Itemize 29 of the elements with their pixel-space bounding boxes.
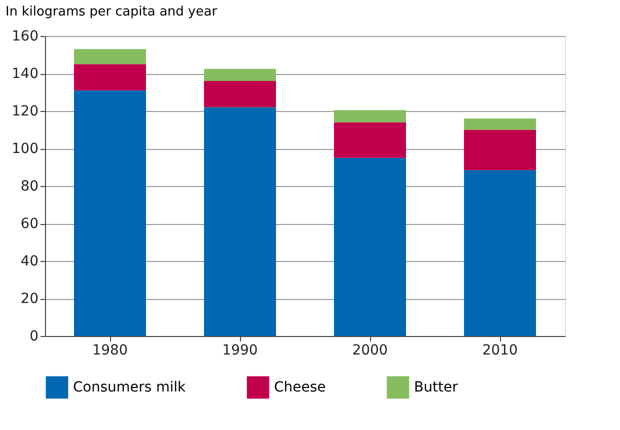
bar — [204, 68, 276, 81]
bar — [204, 81, 276, 108]
y-tick-label: 80 — [20, 178, 38, 194]
bar — [74, 49, 146, 64]
y-tick-label: 140 — [12, 66, 38, 82]
y-tick-label: 100 — [12, 141, 38, 157]
x-tick-label: 1990 — [222, 342, 258, 358]
bar — [334, 158, 406, 336]
legend-label: Consumers milk — [73, 379, 187, 396]
y-tick-label: 60 — [20, 216, 38, 232]
bar — [464, 118, 536, 130]
y-tick-label: 20 — [20, 291, 38, 307]
bar — [334, 122, 406, 158]
bar — [74, 64, 146, 90]
bar — [74, 90, 146, 336]
bar — [464, 130, 536, 170]
bar — [204, 107, 276, 336]
bar — [334, 110, 406, 122]
y-tick-label: 40 — [20, 254, 38, 270]
y-tick-label: 0 — [30, 328, 38, 344]
x-tick-label: 2000 — [352, 342, 388, 358]
y-tick-label: 120 — [12, 104, 38, 120]
legend-label: Butter — [414, 379, 458, 396]
y-tick-label: 160 — [12, 28, 38, 44]
bar — [464, 170, 536, 336]
y-axis-title: In kilograms per capita and year — [6, 4, 218, 20]
x-tick-label: 2010 — [482, 342, 518, 358]
x-tick-label: 1980 — [92, 342, 128, 358]
legend-label: Cheese — [274, 379, 326, 396]
